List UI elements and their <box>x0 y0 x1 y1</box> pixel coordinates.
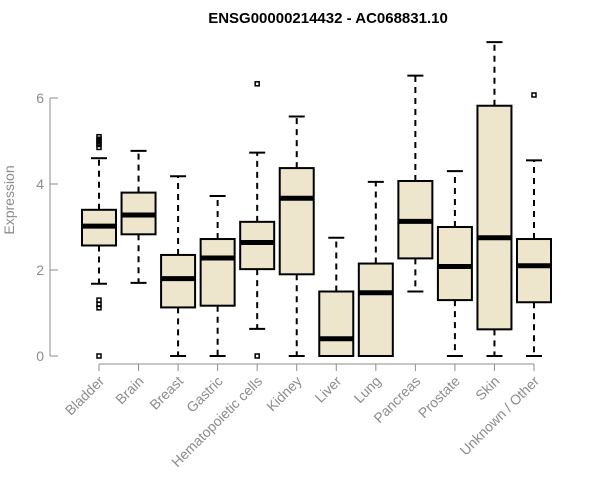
iqr-box <box>516 238 552 304</box>
x-category-label: Bladder <box>62 373 108 419</box>
outlier-point <box>96 353 102 359</box>
box-group <box>357 180 394 357</box>
outlier-point <box>531 92 537 98</box>
box-group <box>81 133 117 359</box>
box-group <box>120 149 157 284</box>
iqr-box <box>239 220 276 271</box>
y-tick-label: 2 <box>36 262 44 278</box>
y-tick-label: 0 <box>36 348 44 364</box>
box-group <box>318 236 355 357</box>
x-category-label: Breast <box>146 373 186 413</box>
box-group <box>476 41 513 357</box>
box-group <box>516 92 552 357</box>
iqr-box <box>476 104 513 331</box>
box-group <box>278 115 315 357</box>
y-axis: 0 2 4 6 <box>36 90 58 364</box>
y-axis-label: Expression <box>1 165 17 234</box>
x-category-label: Skin <box>472 373 503 404</box>
outlier-point <box>96 133 102 140</box>
iqr-box <box>357 262 394 357</box>
x-category-label: Brain <box>112 373 146 407</box>
y-tick-label: 6 <box>36 90 44 106</box>
box-group <box>239 81 276 359</box>
x-category-label: Lung <box>351 373 384 406</box>
plot-area <box>81 41 552 359</box>
outlier-point <box>254 353 260 359</box>
x-category-label: Kidney <box>263 373 305 415</box>
box-group <box>160 175 197 357</box>
x-category-label: Prostate <box>415 373 463 421</box>
iqr-box <box>436 226 473 302</box>
y-tick-label: 4 <box>36 176 44 192</box>
iqr-box <box>278 167 315 276</box>
iqr-box <box>160 253 197 309</box>
iqr-box <box>318 290 355 357</box>
box-group <box>397 74 434 293</box>
outlier-point <box>254 81 260 87</box>
x-category-label: Liver <box>312 373 345 406</box>
box-group <box>199 195 236 357</box>
iqr-box <box>199 238 236 307</box>
outlier-point <box>96 301 102 308</box>
box-group <box>436 170 473 357</box>
outlier-point <box>96 297 102 303</box>
outlier-point <box>96 144 102 151</box>
chart-title: ENSG00000214432 - AC068831.10 <box>208 10 448 27</box>
